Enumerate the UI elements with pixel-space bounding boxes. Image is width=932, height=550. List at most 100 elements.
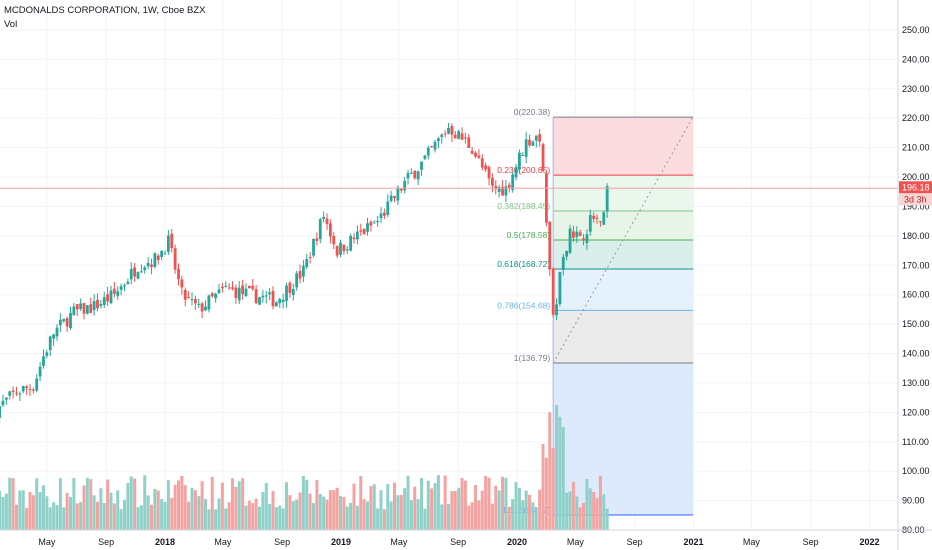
candle-body (285, 285, 288, 301)
candle-body (38, 366, 42, 377)
fib-retracement[interactable]: 0(220.38) 0.236(200.65) 0.382(188.45) 0.5(1… (497, 107, 694, 530)
candle-body (528, 139, 531, 146)
candle-body (75, 304, 79, 310)
volume-bar (332, 490, 336, 530)
candle-body (136, 272, 140, 279)
candle-body (8, 391, 12, 396)
volume-bar (52, 502, 56, 530)
candle-body (173, 248, 177, 270)
volume-bar (433, 483, 437, 530)
candle-body (274, 302, 278, 307)
candle-body (278, 299, 282, 304)
volume-bar (413, 486, 417, 530)
candle-body (305, 259, 309, 268)
volume-bar (68, 496, 72, 530)
candle-body (85, 305, 89, 314)
volume-bar (45, 496, 49, 530)
volume-bar (139, 505, 143, 530)
candle-body (197, 303, 201, 305)
candle-body (578, 232, 582, 236)
fib-level-label: 0.618(168.72) (497, 259, 550, 269)
candle-body (92, 301, 96, 310)
candle-body (322, 216, 326, 220)
candle-body (335, 246, 339, 256)
volume-bar (349, 502, 353, 530)
volume-bar (339, 496, 343, 530)
volume-bar (197, 496, 201, 530)
volume-bar (261, 492, 265, 530)
candle-body (146, 262, 150, 267)
volume-bar (244, 505, 248, 530)
price-tick-label: 190.00 (902, 201, 930, 211)
candle-body (349, 235, 353, 251)
candle-body (410, 172, 413, 174)
candle-body (112, 288, 116, 294)
candle-body (332, 235, 336, 245)
volume-bar (177, 480, 181, 530)
candle-body (315, 238, 319, 241)
candle-body (150, 264, 153, 268)
time-tick-label: 2022 (859, 537, 879, 547)
volume-bar (264, 483, 268, 530)
volume-bar (268, 504, 272, 530)
candle-body (487, 166, 491, 179)
volume-bar (21, 490, 25, 530)
volume-bar (28, 491, 32, 530)
candle-body (572, 231, 575, 238)
price-tick-label: 110.00 (902, 437, 929, 447)
fib-band (553, 175, 693, 212)
candle-body (99, 303, 103, 306)
candle-body (139, 271, 143, 273)
last-price-tag (899, 181, 932, 194)
volume-bar (143, 475, 147, 530)
volume-bar (352, 483, 356, 530)
volume-bar (122, 499, 126, 530)
volume-bar (241, 478, 245, 530)
volume-bar (55, 505, 59, 530)
time-axis[interactable]: May Sep 2018 May Sep 2019 May Sep 2020 May Sep 2021… (0, 529, 932, 547)
volume-bar (227, 502, 231, 530)
candle-body (72, 306, 76, 316)
volume-bar (298, 492, 302, 530)
fib-level-label: 0.236(200.65) (497, 165, 550, 175)
volume-bar (423, 508, 427, 530)
volume-bar (305, 479, 309, 530)
candle-body (541, 144, 545, 171)
candle-body (474, 152, 477, 157)
volume-bar (551, 447, 555, 530)
volume-bar (278, 505, 282, 530)
volume-bar (136, 507, 140, 530)
candle-body (261, 295, 265, 298)
volume-bar (79, 502, 83, 530)
candle-body (15, 392, 18, 394)
volume-bar (146, 495, 150, 530)
time-tick-label: 2018 (155, 537, 175, 547)
price-axis[interactable]: 80.0090.00100.00110.00120.00130.00140.00… (897, 0, 932, 550)
candle-body (62, 318, 66, 322)
candle-body (237, 287, 241, 301)
volume-bar (538, 489, 542, 530)
chart-title: MCDONALDS CORPORATION, 1W, Cboe BZX (4, 5, 206, 16)
candle-body (183, 290, 187, 300)
volume-bar (308, 493, 312, 530)
candle-body (531, 141, 535, 146)
volume-bar (41, 485, 45, 530)
candle-body (494, 186, 498, 190)
volume-bar (548, 412, 552, 530)
candle-body (470, 150, 474, 154)
candle-body (45, 352, 49, 356)
candle-body (406, 173, 410, 179)
candle-body (247, 285, 251, 289)
price-axis-bg (898, 0, 932, 550)
volume-bar (187, 501, 191, 530)
volume-bar (163, 501, 167, 530)
candle-body (190, 299, 194, 301)
candle-body (507, 184, 511, 188)
candle-body (325, 218, 329, 225)
volume-bar (372, 484, 376, 530)
price-tick-label: 140.00 (902, 349, 930, 359)
volume-bar (558, 416, 562, 530)
candle-body (396, 187, 400, 201)
volume-bar (58, 478, 62, 530)
